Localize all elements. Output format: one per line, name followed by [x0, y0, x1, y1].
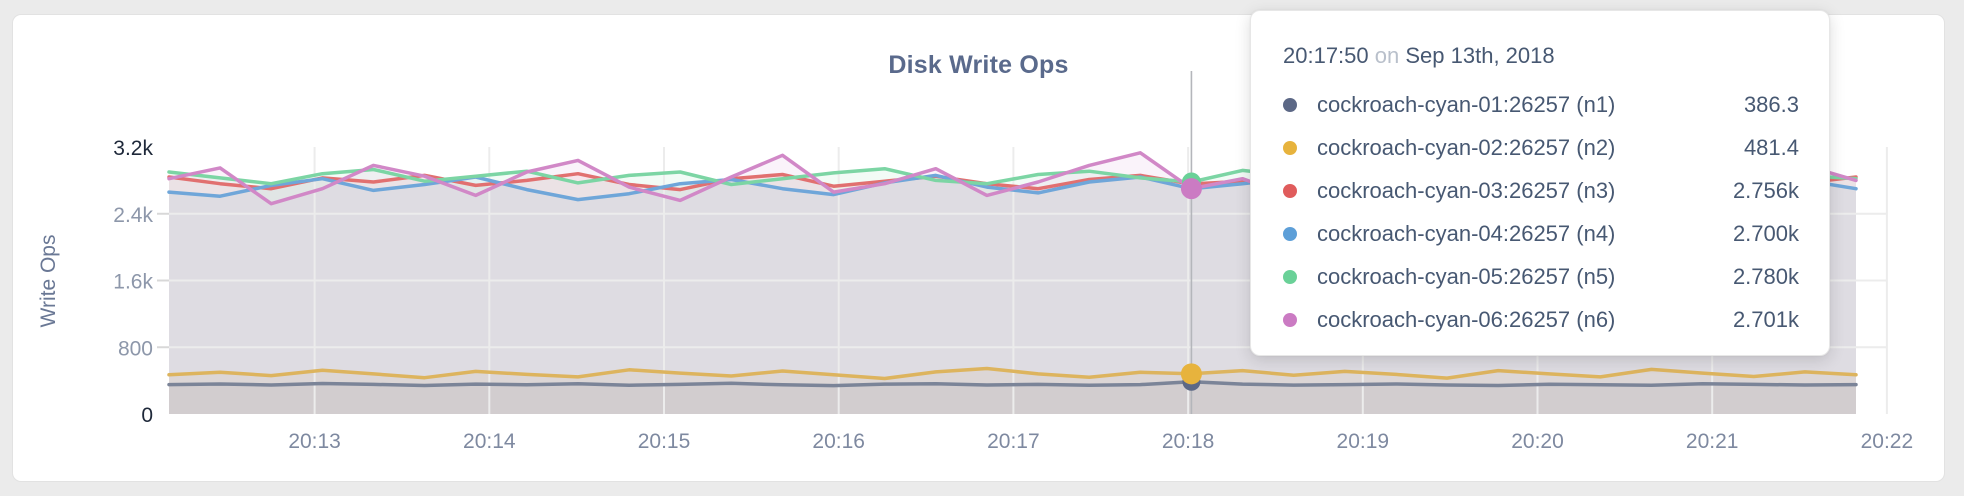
series-color-dot: [1283, 312, 1297, 327]
series-name: cockroach-cyan-05:26257 (n5): [1317, 263, 1616, 289]
chart-title: Disk Write Ops: [888, 51, 1069, 79]
tooltip-header: 20:17:50 on Sep 13th, 2018: [1283, 41, 1799, 71]
x-tick-label: 20:21: [1686, 430, 1739, 453]
tooltip-date: Sep 13th, 2018: [1405, 43, 1555, 68]
series-color-dot: [1283, 140, 1297, 155]
y-axis-label: Write Ops: [37, 235, 60, 328]
series-color-dot: [1283, 97, 1297, 112]
y-tick-label: 3.2k: [113, 137, 153, 160]
series-name: cockroach-cyan-04:26257 (n4): [1317, 220, 1616, 246]
tooltip-row-3: cockroach-cyan-03:26257 (n3) 2.756k: [1283, 169, 1799, 212]
series-color-dot: [1283, 269, 1297, 284]
series-value: 2.780k: [1732, 263, 1799, 289]
series-color-dot: [1283, 226, 1297, 241]
series-value: 2.701k: [1732, 306, 1799, 332]
x-tick-label: 20:15: [638, 430, 691, 453]
tooltip-row-1: cockroach-cyan-01:26257 (n1) 386.3: [1283, 83, 1799, 126]
series-value: 2.700k: [1732, 220, 1799, 246]
hover-dot-2: [1180, 363, 1202, 385]
tooltip-connector: on: [1374, 43, 1400, 68]
y-tick-label: 0: [141, 404, 153, 427]
x-tick-label: 20:18: [1162, 430, 1215, 453]
x-tick-label: 20:19: [1337, 430, 1390, 453]
series-value: 2.756k: [1732, 177, 1799, 203]
tooltip-row-2: cockroach-cyan-02:26257 (n2) 481.4: [1283, 126, 1799, 169]
series-name: cockroach-cyan-01:26257 (n1): [1317, 91, 1616, 117]
y-tick-label: 2.4k: [113, 204, 153, 227]
y-tick-label: 800: [118, 337, 153, 360]
tooltip-row-5: cockroach-cyan-05:26257 (n5) 2.780k: [1283, 255, 1799, 298]
tooltip-time: 20:17:50: [1283, 43, 1369, 68]
x-tick-label: 20:22: [1861, 430, 1914, 453]
series-name: cockroach-cyan-03:26257 (n3): [1317, 177, 1616, 203]
tooltip-row-6: cockroach-cyan-06:26257 (n6) 2.701k: [1283, 298, 1799, 341]
x-tick-label: 20:14: [463, 430, 516, 453]
series-line-1: [167, 380, 1858, 388]
series-value: 481.4: [1743, 134, 1799, 160]
tooltip-row-4: cockroach-cyan-04:26257 (n4) 2.700k: [1283, 212, 1799, 255]
series-name: cockroach-cyan-02:26257 (n2): [1317, 134, 1616, 160]
series-value: 386.3: [1743, 91, 1799, 117]
hover-tooltip: 20:17:50 on Sep 13th, 2018 cockroach-cya…: [1250, 10, 1830, 356]
tooltip-rows: cockroach-cyan-01:26257 (n1) 386.3 cockroa…: [1283, 83, 1799, 341]
x-tick-label: 20:20: [1511, 430, 1564, 453]
series-name: cockroach-cyan-06:26257 (n6): [1317, 306, 1616, 332]
series-line-2: [167, 366, 1858, 381]
y-tick-label: 1.6k: [113, 271, 153, 294]
x-tick-label: 20:16: [812, 430, 865, 453]
hover-dot-6: [1180, 178, 1202, 200]
series-color-dot: [1283, 183, 1297, 198]
x-tick-label: 20:13: [288, 430, 341, 453]
x-tick-label: 20:17: [987, 430, 1040, 453]
